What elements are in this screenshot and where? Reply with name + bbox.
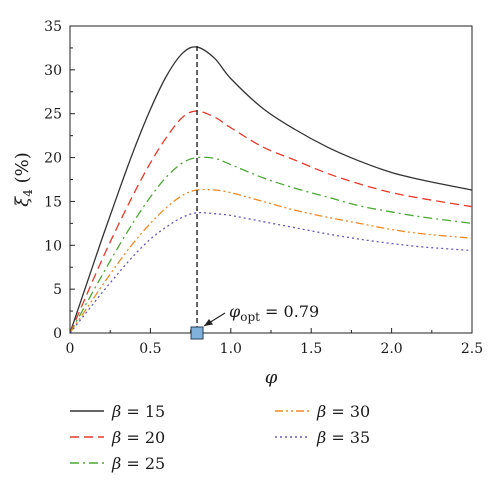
x-tick-label: 1.5 xyxy=(300,341,322,357)
y-tick-label: 15 xyxy=(44,194,62,210)
legend-label-beta-25: β = 25 xyxy=(111,454,165,473)
x-tick-label: 0.5 xyxy=(139,341,161,357)
x-tick-label: 0 xyxy=(66,341,75,357)
plot-area xyxy=(69,25,473,334)
y-tick-label: 30 xyxy=(44,63,62,79)
series-line-beta-20 xyxy=(69,110,473,334)
axes-layer: 0 0.5 1.0 1.5 2.0 2.5 0 5 10 15 20 25 30 35 xyxy=(44,19,483,357)
plot-frame xyxy=(69,25,473,334)
annotation-layer: φopt = 0.79 xyxy=(190,46,319,340)
y-tick-label: 25 xyxy=(44,107,62,123)
x-tick-label: 2.0 xyxy=(380,341,402,357)
x-tick-label: 2.5 xyxy=(461,341,483,357)
y-tick-label: 20 xyxy=(44,151,62,167)
series-layer xyxy=(69,46,473,334)
legend-label-beta-35: β = 35 xyxy=(316,428,370,447)
optimum-arrowhead xyxy=(204,319,214,326)
y-axis-label: ξ4 (%) xyxy=(12,152,35,206)
legend-label-beta-20: β = 20 xyxy=(111,428,165,447)
legend: β = 15 β = 20 β = 25 β = 30 β = 35 xyxy=(70,402,370,473)
legend-label-beta-15: β = 15 xyxy=(111,402,165,421)
x-tick-label: 1.0 xyxy=(220,341,242,357)
y-tick-label: 10 xyxy=(44,238,62,254)
y-tick-label: 35 xyxy=(44,19,62,35)
x-axis-label: φ xyxy=(265,367,278,388)
series-line-beta-35 xyxy=(69,212,473,334)
y-tick-label: 0 xyxy=(53,326,62,342)
optimum-label: φopt = 0.79 xyxy=(229,302,319,324)
optimum-marker xyxy=(190,326,204,340)
y-tick-label: 5 xyxy=(53,282,62,298)
series-line-beta-25 xyxy=(69,156,473,334)
series-line-beta-15 xyxy=(69,46,473,334)
legend-label-beta-30: β = 30 xyxy=(316,402,370,421)
series-line-beta-30 xyxy=(69,188,473,334)
